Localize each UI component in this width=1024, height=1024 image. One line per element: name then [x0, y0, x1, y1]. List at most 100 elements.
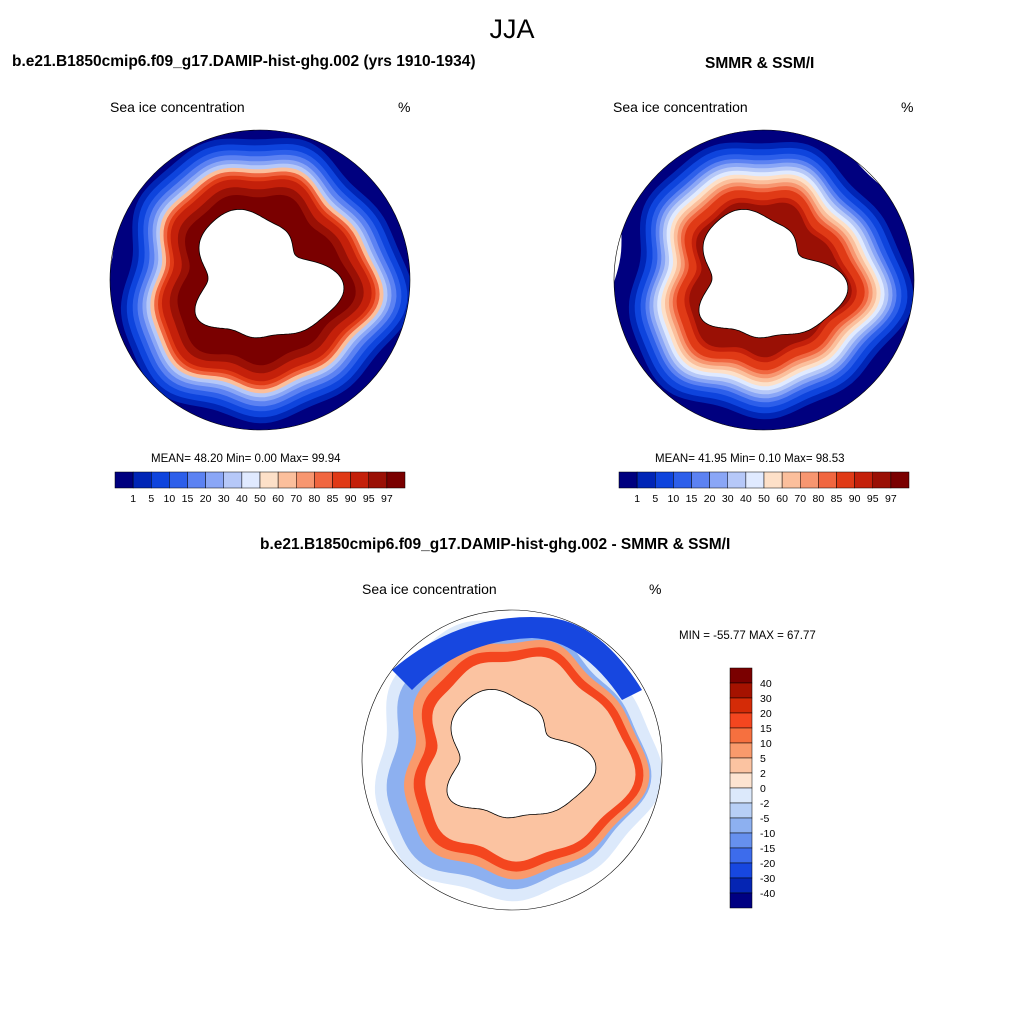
colorbar-swatch	[872, 471, 892, 489]
colorbar-swatch	[368, 471, 388, 489]
colorbar-tick-label: 1	[634, 493, 640, 505]
colorbar-tick-label: 5	[148, 493, 154, 505]
colorbar-swatch	[800, 471, 819, 489]
colorbar-swatch	[727, 471, 747, 489]
colorbar-tick-label: -15	[760, 843, 775, 855]
colorbar-tick-label: 20	[704, 493, 716, 505]
colorbar-tick-label: 15	[182, 493, 194, 505]
colorbar-tick-label: 40	[760, 678, 772, 690]
colorbar-swatch	[729, 772, 753, 789]
colorbar-swatch	[132, 471, 152, 489]
colorbar-tick-label: 95	[363, 493, 375, 505]
colorbar-swatch	[781, 471, 801, 489]
colorbar-swatch	[187, 471, 206, 489]
colorbar-swatch	[729, 802, 753, 819]
panel-2-units-label: %	[901, 99, 914, 115]
colorbar-tick-label: 50	[254, 493, 266, 505]
panel-3-title: b.e21.B1850cmip6.f09_g17.DAMIP-hist-ghg.…	[260, 536, 731, 553]
colorbar-swatch	[729, 847, 753, 864]
colorbar-tick-label: -5	[760, 813, 769, 825]
map-boundary	[109, 129, 411, 431]
colorbar-tick-label: 95	[867, 493, 879, 505]
colorbar-tick-label: 80	[813, 493, 825, 505]
colorbar-swatch	[729, 817, 753, 834]
colorbar-tick-label: 2	[760, 768, 766, 780]
colorbar-swatch	[729, 892, 753, 909]
sea-ice-field	[614, 130, 914, 430]
colorbar-swatch	[729, 757, 753, 774]
colorbar-tick-label: -30	[760, 873, 775, 885]
colorbar-tick-label: 30	[722, 493, 734, 505]
colorbar-swatch	[296, 471, 315, 489]
colorbar-tick-label: 30	[218, 493, 230, 505]
colorbar-swatch	[818, 471, 837, 489]
colorbar-tick-label: 10	[760, 738, 772, 750]
colorbar-swatch	[618, 471, 638, 489]
colorbar-swatch	[763, 471, 783, 489]
colorbar-tick-label: 20	[760, 708, 772, 720]
colorbar-tick-label: 10	[164, 493, 176, 505]
panel-1-polar-map	[109, 129, 411, 431]
colorbar-tick-label: 60	[272, 493, 284, 505]
panel-3-stats: MIN = -55.77 MAX = 67.77	[679, 630, 816, 642]
colorbar-tick-label: 97	[381, 493, 393, 505]
colorbar-tick-label: 10	[668, 493, 680, 505]
colorbar-swatch	[169, 471, 188, 489]
panel-3-units-label: %	[649, 581, 662, 597]
colorbar-swatch	[729, 682, 753, 699]
colorbar-tick-label: 5	[652, 493, 658, 505]
colorbar-swatch	[259, 471, 279, 489]
panel-1-stats: MEAN= 48.20 Min= 0.00 Max= 99.94	[151, 453, 341, 465]
colorbar-tick-label: -10	[760, 828, 775, 840]
colorbar-swatch	[350, 471, 369, 489]
map-boundary	[361, 609, 663, 911]
colorbar-tick-label: 60	[776, 493, 788, 505]
colorbar-swatch	[729, 832, 753, 849]
colorbar-swatch	[729, 697, 753, 714]
colorbar-swatch	[729, 787, 753, 804]
colorbar-swatch	[636, 471, 656, 489]
colorbar-tick-label: -2	[760, 798, 769, 810]
colorbar-swatch	[890, 471, 910, 489]
colorbar-swatch	[745, 471, 765, 489]
colorbar-tick-label: 85	[327, 493, 339, 505]
colorbar-tick-label: 70	[794, 493, 806, 505]
colorbar-swatch	[241, 471, 261, 489]
antarctica-coastline	[698, 208, 849, 339]
map-boundary	[613, 129, 915, 431]
difference-field	[362, 610, 662, 910]
colorbar-swatch	[836, 471, 855, 489]
colorbar-swatch	[729, 667, 753, 684]
colorbar-tick-label: 30	[760, 693, 772, 705]
colorbar-tick-label: 90	[849, 493, 861, 505]
colorbar-swatch	[729, 862, 753, 879]
panel-2-title: SMMR & SSM/I	[705, 55, 815, 72]
colorbar-tick-label: 40	[740, 493, 752, 505]
colorbar-tick-label: 80	[309, 493, 321, 505]
colorbar-swatch	[277, 471, 297, 489]
colorbar-tick-label: 70	[290, 493, 302, 505]
colorbar-swatch	[205, 471, 224, 489]
colorbar-tick-label: 5	[760, 753, 766, 765]
panel-2-polar-map	[613, 129, 915, 431]
colorbar-tick-label: 85	[831, 493, 843, 505]
panel-1-title: b.e21.B1850cmip6.f09_g17.DAMIP-hist-ghg.…	[12, 53, 476, 70]
colorbar-tick-label: 1	[130, 493, 136, 505]
colorbar-tick-label: 97	[885, 493, 897, 505]
colorbar-swatch	[729, 727, 753, 744]
colorbar-swatch	[729, 742, 753, 759]
colorbar-swatch	[709, 471, 728, 489]
colorbar-tick-label: 90	[345, 493, 357, 505]
panel-1-colorbar: 1 5 10 15 20 30 40 50 60 70 80 85 90 95 97	[114, 471, 406, 505]
colorbar-swatch	[314, 471, 333, 489]
antarctica-coastline	[446, 688, 597, 819]
panel-2-stats: MEAN= 41.95 Min= 0.10 Max= 98.53	[655, 453, 845, 465]
colorbar-tick-label: -40	[760, 888, 775, 900]
sea-ice-field	[110, 130, 410, 430]
colorbar-swatch	[386, 471, 406, 489]
colorbar-tick-label: 50	[758, 493, 770, 505]
panel-1-units-label: %	[398, 99, 411, 115]
panel-2-field-label: Sea ice concentration	[613, 99, 748, 115]
panel-3-field-label: Sea ice concentration	[362, 581, 497, 597]
